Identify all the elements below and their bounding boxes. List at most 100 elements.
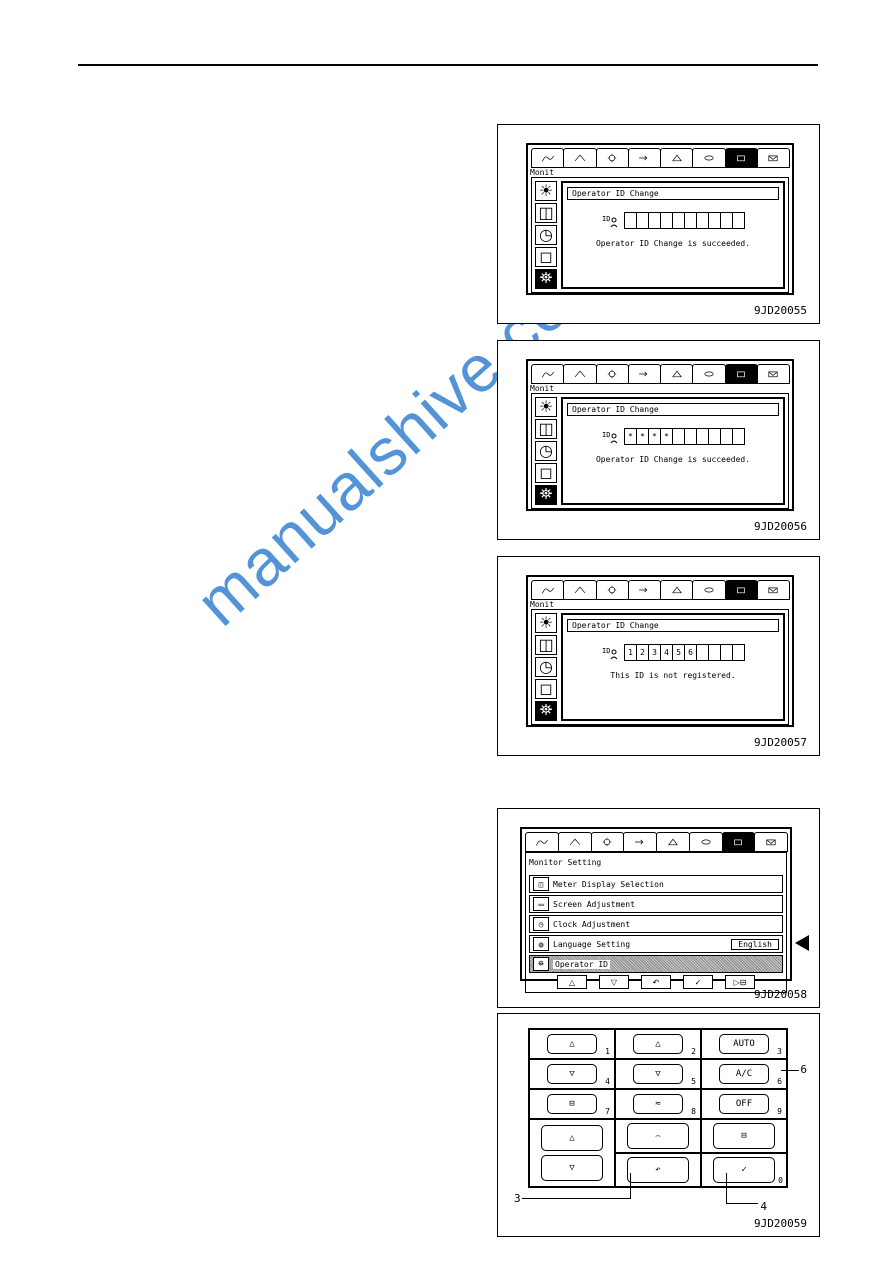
callout-6: 6 bbox=[800, 1063, 807, 1076]
list-value: English bbox=[731, 939, 779, 950]
callout-line bbox=[522, 1198, 630, 1199]
key-down[interactable]: ▽ bbox=[547, 1064, 597, 1084]
tab-icon bbox=[725, 364, 758, 384]
key-circ[interactable]: ≈ bbox=[633, 1094, 683, 1114]
side-icon: ◻ bbox=[535, 247, 557, 267]
side-icon: ⛯ bbox=[535, 701, 557, 721]
tab-icon bbox=[692, 580, 725, 600]
key-up[interactable]: △ bbox=[547, 1034, 597, 1054]
tab-row bbox=[522, 829, 790, 852]
tab-icon bbox=[563, 148, 596, 168]
svg-text:ID: ID bbox=[602, 431, 610, 439]
pointer-arrow bbox=[795, 935, 809, 951]
key-cell: ✓ bbox=[701, 1153, 787, 1187]
keypad-top: △1 △2 AUTO3 ▽4 ▽5 A/C6 ⊟7 ≈8 OFF9 bbox=[529, 1029, 787, 1119]
clock-icon: ◷ bbox=[533, 917, 549, 931]
key-cell: ⊟7 bbox=[529, 1089, 615, 1119]
down-button[interactable]: ▽ bbox=[599, 975, 629, 989]
key-up[interactable]: △ bbox=[541, 1125, 603, 1151]
key-down[interactable]: ▽ bbox=[633, 1064, 683, 1084]
tab-icon bbox=[591, 832, 625, 852]
tab-icon bbox=[628, 580, 661, 600]
figure-label: 9JD20056 bbox=[754, 520, 807, 533]
dialog-title: Operator ID Change bbox=[567, 619, 779, 632]
key-return[interactable]: ↶ bbox=[627, 1157, 689, 1183]
figure-3: Monit ☀ ◫ ◷ ◻ ⛯ Operator ID Change ID bbox=[497, 556, 820, 756]
keypad: △1 △2 AUTO3 ▽4 ▽5 A/C6 ⊟7 ≈8 OFF9 △ ▽ ⌢0… bbox=[528, 1028, 788, 1188]
side-icon: ◷ bbox=[535, 225, 557, 245]
confirm-button[interactable]: ✓ bbox=[683, 975, 713, 989]
up-button[interactable]: △ bbox=[557, 975, 587, 989]
key-confirm[interactable]: ✓ bbox=[713, 1157, 775, 1183]
list-row[interactable]: ◷Clock Adjustment bbox=[529, 915, 783, 933]
key-down[interactable]: ▽ bbox=[541, 1155, 603, 1181]
monit-label: Monit bbox=[530, 384, 792, 393]
side-icons: ☀ ◫ ◷ ◻ ⛯ bbox=[535, 613, 557, 721]
tab-icon bbox=[623, 832, 657, 852]
screen-panel-4: Monitor Setting ◫Meter Display Selection… bbox=[520, 827, 792, 981]
tab-icon bbox=[525, 832, 559, 852]
key-auto[interactable]: AUTO bbox=[719, 1034, 769, 1054]
tab-icon bbox=[660, 148, 693, 168]
key-off[interactable]: OFF bbox=[719, 1094, 769, 1114]
tab-icon bbox=[531, 148, 564, 168]
message: This ID is not registered. bbox=[567, 671, 779, 680]
back-button[interactable]: ↶ bbox=[641, 975, 671, 989]
list-row[interactable]: ◫Meter Display Selection bbox=[529, 875, 783, 893]
tab-icon bbox=[757, 148, 790, 168]
button-row: △ ▽ ↶ ✓ ▷⊟ bbox=[529, 975, 783, 989]
key-defrost[interactable]: ⌢ bbox=[627, 1123, 689, 1149]
figure-4: Monitor Setting ◫Meter Display Selection… bbox=[497, 808, 820, 1008]
tab-icon bbox=[531, 364, 564, 384]
tab-icon bbox=[725, 148, 758, 168]
tab-icon bbox=[692, 148, 725, 168]
key-cell: ↶ bbox=[615, 1153, 701, 1187]
next-button[interactable]: ▷⊟ bbox=[725, 975, 755, 989]
tab-icon bbox=[689, 832, 723, 852]
side-icons: ☀ ◫ ◷ ◻ ⛯ bbox=[535, 181, 557, 289]
tab-icon bbox=[725, 580, 758, 600]
list-row-selected[interactable]: ⛯Operator ID bbox=[529, 955, 783, 973]
figure-label: 9JD20057 bbox=[754, 736, 807, 749]
tab-icon bbox=[531, 580, 564, 600]
tab-icon bbox=[596, 580, 629, 600]
side-icon: ◷ bbox=[535, 657, 557, 677]
side-icon: ◫ bbox=[535, 419, 557, 439]
list-label: Language Setting bbox=[553, 940, 630, 949]
callout-3: 3 bbox=[514, 1192, 521, 1205]
keypad-bottom: △ ▽ ⌢0 ⊟ ↶ ✓ bbox=[529, 1119, 787, 1187]
key-cell: ⌢0 bbox=[615, 1119, 701, 1153]
message: Operator ID Change is succeeded. bbox=[567, 455, 779, 464]
figure-label: 9JD20059 bbox=[754, 1217, 807, 1230]
tab-icon bbox=[563, 364, 596, 384]
tab-icon bbox=[757, 364, 790, 384]
inner-box: Operator ID Change ID 1 2 3 4 5 6 bbox=[561, 613, 785, 721]
side-icon: ◫ bbox=[535, 203, 557, 223]
list-row[interactable]: ▭Screen Adjustment bbox=[529, 895, 783, 913]
list-label: Operator ID bbox=[553, 960, 610, 969]
key-up[interactable]: △ bbox=[633, 1034, 683, 1054]
id-row: ID bbox=[567, 212, 779, 229]
key-mode[interactable]: ⊟ bbox=[547, 1094, 597, 1114]
side-icon: ◷ bbox=[535, 441, 557, 461]
id-row: ID 1 2 3 4 5 6 bbox=[567, 644, 779, 661]
side-icon: ☀ bbox=[535, 397, 557, 417]
key-num: 0 bbox=[778, 1176, 783, 1185]
panel-body: ☀ ◫ ◷ ◻ ⛯ Operator ID Change ID 1 2 bbox=[531, 609, 789, 725]
tab-icon bbox=[563, 580, 596, 600]
monit-label: Monit bbox=[530, 600, 792, 609]
panel-body: ☀ ◫ ◷ ◻ ⛯ Operator ID Change ID * * bbox=[531, 393, 789, 509]
panel-body: Monitor Setting ◫Meter Display Selection… bbox=[525, 852, 787, 993]
callout-line bbox=[781, 1070, 799, 1071]
list-row[interactable]: ◍ Language Setting English bbox=[529, 935, 783, 953]
key-ac[interactable]: A/C bbox=[719, 1064, 769, 1084]
globe-icon: ◍ bbox=[533, 937, 549, 951]
operator-icon: ID bbox=[601, 213, 621, 229]
tab-icon bbox=[722, 832, 756, 852]
tab-icon bbox=[754, 832, 788, 852]
figure-1: Monit ☀ ◫ ◷ ◻ ⛯ Operator ID Change ID bbox=[497, 124, 820, 324]
list-label: Screen Adjustment bbox=[553, 900, 635, 909]
key-num: 3 bbox=[777, 1047, 782, 1056]
callout-4: 4 bbox=[760, 1200, 767, 1213]
key-save[interactable]: ⊟ bbox=[713, 1123, 775, 1149]
